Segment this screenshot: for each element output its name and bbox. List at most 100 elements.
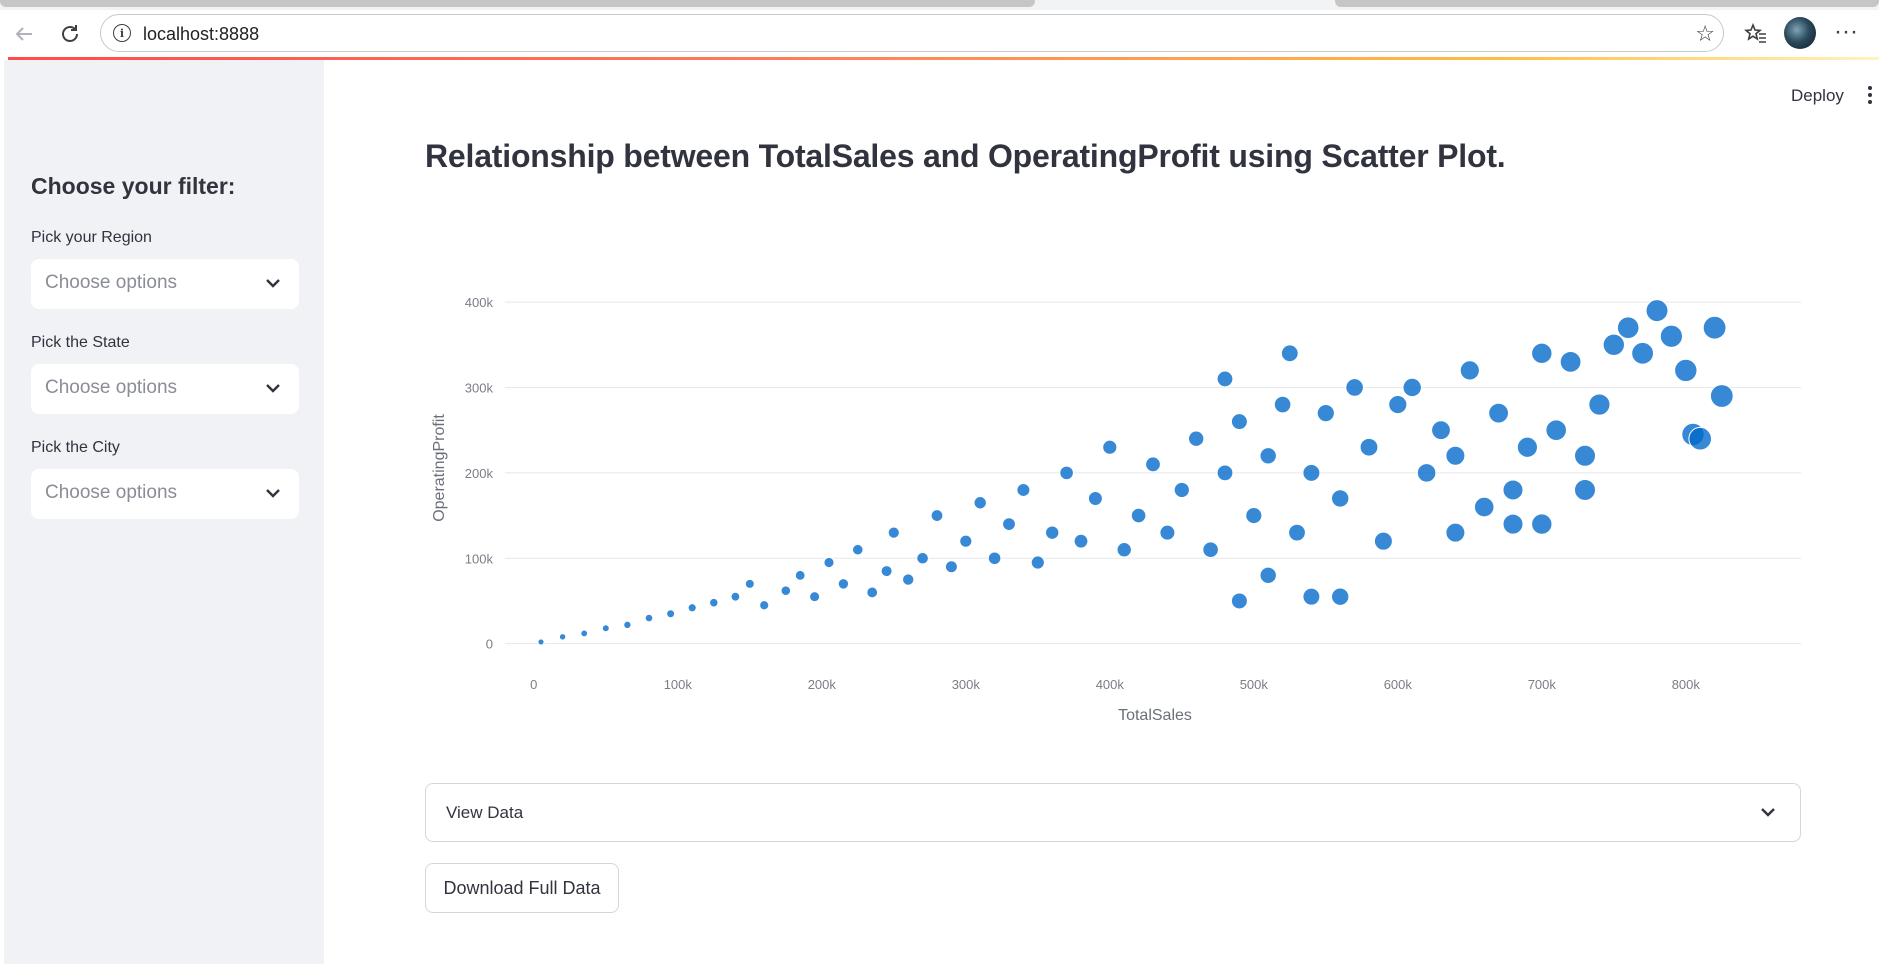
data-point[interactable] — [1030, 555, 1045, 570]
data-point[interactable] — [1431, 420, 1451, 441]
data-point[interactable] — [666, 609, 676, 619]
data-point[interactable] — [1616, 316, 1640, 339]
data-point[interactable] — [852, 543, 864, 556]
data-point[interactable] — [1473, 496, 1495, 518]
back-icon[interactable] — [10, 20, 38, 48]
data-point[interactable] — [1545, 419, 1567, 441]
data-point[interactable] — [1531, 513, 1553, 535]
data-point[interactable] — [1302, 587, 1321, 606]
star-icon[interactable]: ☆ — [1695, 21, 1715, 46]
data-point[interactable] — [1645, 299, 1669, 323]
data-point[interactable] — [580, 629, 589, 638]
state-select[interactable]: Choose options — [31, 364, 299, 414]
data-point[interactable] — [1102, 439, 1118, 455]
reload-icon[interactable] — [56, 20, 84, 48]
data-point[interactable] — [837, 578, 850, 590]
data-point[interactable] — [1116, 542, 1132, 558]
favorites-icon[interactable] — [1743, 22, 1768, 52]
data-point[interactable] — [1373, 531, 1393, 551]
data-point[interactable] — [709, 597, 719, 608]
data-point[interactable] — [1631, 341, 1654, 365]
data-point[interactable] — [1359, 437, 1379, 457]
data-point[interactable] — [1331, 587, 1350, 606]
data-point[interactable] — [1688, 426, 1712, 451]
data-point[interactable] — [1188, 430, 1205, 447]
data-point[interactable] — [1388, 394, 1408, 415]
data-point[interactable] — [1230, 592, 1248, 610]
data-point[interactable] — [1230, 413, 1248, 431]
data-point[interactable] — [916, 551, 929, 565]
data-point[interactable] — [1045, 525, 1060, 540]
url-text[interactable]: localhost:8888 — [143, 24, 260, 44]
data-point[interactable] — [1216, 464, 1234, 482]
data-point[interactable] — [1445, 522, 1466, 543]
data-point[interactable] — [1345, 378, 1364, 397]
data-point[interactable] — [959, 534, 973, 548]
address-bar[interactable]: i localhost:8888 ☆ — [100, 14, 1724, 52]
data-point[interactable] — [794, 569, 806, 581]
data-point[interactable] — [887, 526, 900, 539]
view-data-expander[interactable]: View Data — [425, 783, 1801, 842]
city-select[interactable]: Choose options — [31, 469, 299, 519]
data-point[interactable] — [1280, 344, 1299, 363]
data-point[interactable] — [823, 556, 835, 569]
data-point[interactable] — [1574, 444, 1596, 467]
data-point[interactable] — [1402, 377, 1422, 398]
info-icon[interactable]: i — [113, 24, 131, 42]
data-point[interactable] — [1331, 489, 1350, 508]
data-point[interactable] — [1273, 395, 1292, 414]
data-point[interactable] — [537, 638, 545, 646]
data-point[interactable] — [1302, 463, 1321, 482]
data-point[interactable] — [1073, 533, 1089, 549]
data-point[interactable] — [1259, 447, 1277, 465]
data-point[interactable] — [930, 509, 944, 522]
data-point[interactable] — [1702, 315, 1727, 340]
data-point[interactable] — [558, 633, 567, 641]
data-point[interactable] — [780, 585, 792, 597]
scatter-chart[interactable]: 0 100k 200k 300k 400k 0 100k 200k 300k 400k 500k 60… — [425, 285, 1815, 735]
data-point[interactable] — [1602, 333, 1626, 356]
avatar[interactable] — [1784, 17, 1816, 49]
data-point[interactable] — [1488, 402, 1509, 424]
data-point[interactable] — [730, 591, 741, 602]
data-point[interactable] — [601, 624, 610, 633]
data-point[interactable] — [1059, 465, 1074, 481]
data-point[interactable] — [1245, 506, 1263, 525]
data-point[interactable] — [987, 551, 1002, 566]
data-point[interactable] — [644, 613, 654, 623]
data-point[interactable] — [1709, 384, 1734, 408]
region-select[interactable]: Choose options — [31, 259, 299, 309]
data-point[interactable] — [973, 496, 987, 510]
data-point[interactable] — [1130, 507, 1147, 524]
deploy-button[interactable]: Deploy — [1791, 86, 1844, 105]
data-point[interactable] — [944, 560, 958, 574]
data-point[interactable] — [1002, 517, 1016, 532]
data-point[interactable] — [687, 603, 697, 613]
data-point[interactable] — [1087, 490, 1103, 506]
data-point[interactable] — [1559, 350, 1582, 373]
data-point[interactable] — [1173, 481, 1190, 499]
data-point[interactable] — [880, 565, 893, 578]
data-point[interactable] — [1145, 456, 1161, 473]
download-button[interactable]: Download Full Data — [425, 863, 619, 913]
data-point[interactable] — [1159, 524, 1176, 541]
data-point[interactable] — [1502, 513, 1524, 535]
main-menu-icon[interactable] — [1868, 86, 1874, 106]
more-icon[interactable]: ··· — [1834, 18, 1858, 45]
data-point[interactable] — [1445, 445, 1466, 466]
data-point[interactable] — [1459, 360, 1480, 381]
data-point[interactable] — [902, 573, 915, 586]
data-point[interactable] — [1259, 566, 1277, 585]
data-point[interactable] — [1216, 370, 1234, 388]
data-point[interactable] — [744, 578, 755, 589]
data-point[interactable] — [1502, 479, 1524, 501]
data-point[interactable] — [1574, 478, 1596, 501]
data-point[interactable] — [1516, 436, 1539, 458]
data-point[interactable] — [1531, 342, 1553, 365]
data-point[interactable] — [1588, 393, 1611, 416]
data-point[interactable] — [1659, 324, 1684, 348]
data-point[interactable] — [1202, 541, 1219, 559]
data-point[interactable] — [866, 586, 879, 599]
data-point[interactable] — [1316, 403, 1335, 423]
data-point[interactable] — [1288, 523, 1306, 542]
